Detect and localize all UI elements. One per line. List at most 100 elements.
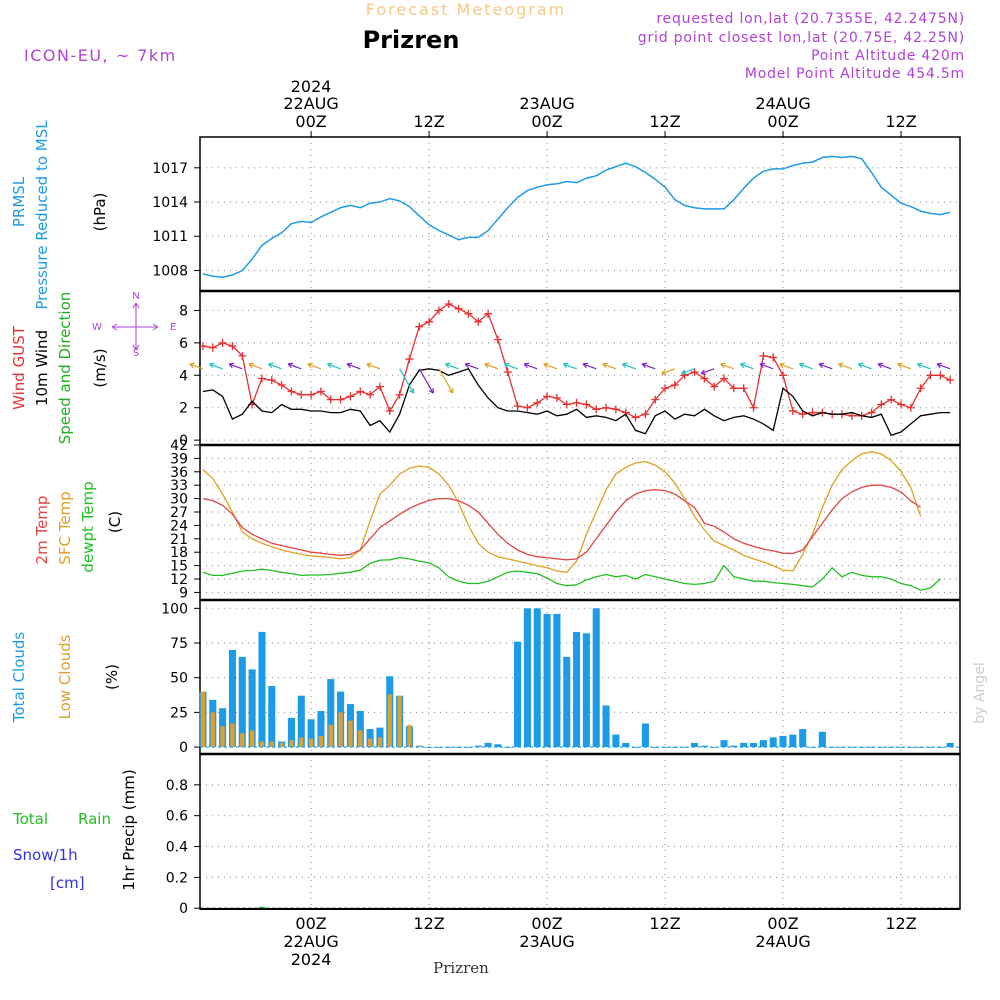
low-cloud-bar	[210, 712, 215, 748]
total-cloud-bar	[612, 734, 620, 748]
total-cloud-bar	[700, 745, 708, 748]
bottom-time-label: 24AUG	[755, 932, 810, 951]
gust-marker	[228, 342, 237, 351]
gust-marker	[749, 403, 758, 412]
total-cloud-bar	[867, 747, 876, 748]
total-cloud-bar	[749, 742, 758, 748]
gust-marker	[877, 400, 886, 409]
pressure-unit: (hPa)	[91, 193, 109, 232]
ytick-label: 0	[179, 901, 188, 917]
wind-arrowhead	[897, 362, 903, 369]
ytick-label: 0.2	[166, 870, 188, 886]
ytick-label: 33	[170, 478, 188, 494]
ytick-label: 15	[170, 559, 188, 575]
ytick-label: 1014	[152, 195, 188, 211]
panel-precip: 0 0.2 0.4 0.6 0.8	[166, 753, 961, 917]
wind-direction-arrow	[445, 363, 459, 370]
ytick-label: 50	[170, 671, 188, 687]
wind-direction-arrow	[484, 363, 499, 370]
wind-direction-arrow	[877, 363, 892, 370]
gust-marker	[700, 374, 709, 383]
ytick-label: 9	[179, 585, 188, 601]
low-cloud-bar	[367, 738, 373, 748]
gust-marker	[887, 395, 896, 404]
wind-arrowhead	[936, 362, 943, 369]
total-cloud-bar	[228, 649, 236, 748]
gust-marker	[415, 322, 424, 331]
total-cloud-bar	[897, 747, 905, 748]
wind-arrowhead	[503, 362, 510, 369]
total-cloud-bar	[484, 742, 492, 748]
total-cloud-bar	[297, 695, 305, 748]
compass-n: N	[132, 291, 139, 302]
panel-frame	[199, 290, 961, 446]
product-title: Forecast Meteogram	[366, 0, 566, 19]
wind-unit: (m/s)	[91, 348, 109, 387]
gust-marker	[523, 403, 532, 412]
wind-arrowhead	[562, 362, 569, 369]
wind-label-gust: Wind GUST	[10, 325, 28, 410]
wind-arrowhead	[543, 362, 549, 369]
wind-label-dir: Speed and Direction	[56, 292, 74, 445]
wind-arrowhead	[523, 362, 530, 369]
gust-marker	[710, 382, 719, 391]
gust-marker	[562, 400, 571, 409]
location-title: Prizren	[363, 26, 460, 54]
gust-marker	[493, 335, 502, 344]
total-cloud-bar	[464, 747, 472, 748]
total-cloud-bar	[789, 734, 797, 748]
total-cloud-bar	[514, 641, 522, 748]
precip-label-rain: Rain	[78, 810, 111, 828]
top-time-label: 00Z	[295, 112, 326, 131]
panel-frame	[199, 136, 961, 292]
low-cloud-bar	[407, 724, 412, 748]
panel-wind: 0 2 4 6 8	[179, 290, 961, 449]
wind-arrowhead	[209, 362, 215, 369]
gust-marker	[405, 355, 414, 364]
total-cloud-bar	[356, 710, 364, 748]
wind-direction-arrow	[438, 368, 454, 394]
ytick-label: 0	[179, 740, 188, 756]
ytick-label: 0.6	[166, 809, 188, 825]
low-cloud-bar	[289, 740, 294, 748]
low-cloud-bar	[358, 730, 363, 748]
wind-direction-arrow	[838, 363, 853, 370]
gust-marker	[592, 405, 601, 414]
low-cloud-bar	[417, 745, 422, 748]
wind-direction-arrow	[543, 363, 558, 370]
top-time-label: 00Z	[767, 112, 798, 131]
gust-marker	[385, 406, 394, 415]
wind-arrowhead	[346, 362, 353, 369]
low-cloud-bar	[348, 720, 353, 748]
gust-marker	[670, 381, 679, 390]
gust-marker	[926, 371, 935, 380]
ytick-label: 2	[179, 401, 188, 417]
gust-marker	[611, 405, 620, 414]
gust-marker	[366, 390, 375, 399]
wind-direction-arrow	[622, 363, 636, 370]
wind-arrowhead	[798, 362, 805, 369]
wind-arrowhead	[228, 362, 235, 369]
wind-direction-arrow	[799, 363, 813, 370]
temp-2m-line	[202, 484, 922, 561]
wind-direction-arrow	[228, 363, 243, 370]
total-cloud-bar	[474, 745, 482, 748]
wind-direction-arrow	[700, 368, 715, 375]
low-cloud-bar	[397, 695, 402, 748]
total-cloud-bar	[307, 719, 315, 748]
wind-arrowhead	[818, 362, 825, 369]
wind-arrowhead	[444, 362, 451, 369]
gust-marker	[336, 395, 345, 404]
footer-location: Prizren	[433, 959, 489, 977]
gust-marker	[769, 353, 778, 362]
requested-coords: requested lon,lat (20.7355E, 42.2475N)	[656, 11, 965, 27]
wind-direction-arrow	[661, 368, 676, 375]
ytick-label: 0.4	[166, 840, 188, 856]
gust-marker	[444, 299, 453, 308]
ytick-label: 25	[170, 705, 188, 721]
temp-label-dewpt: dewpt Temp	[79, 481, 97, 572]
rain-bar	[258, 906, 265, 909]
